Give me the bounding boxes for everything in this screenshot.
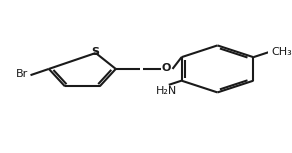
Text: O: O — [162, 63, 171, 73]
Text: H₂N: H₂N — [156, 86, 177, 96]
Text: CH₃: CH₃ — [271, 47, 292, 57]
Text: S: S — [92, 47, 100, 57]
Text: Br: Br — [15, 69, 28, 79]
